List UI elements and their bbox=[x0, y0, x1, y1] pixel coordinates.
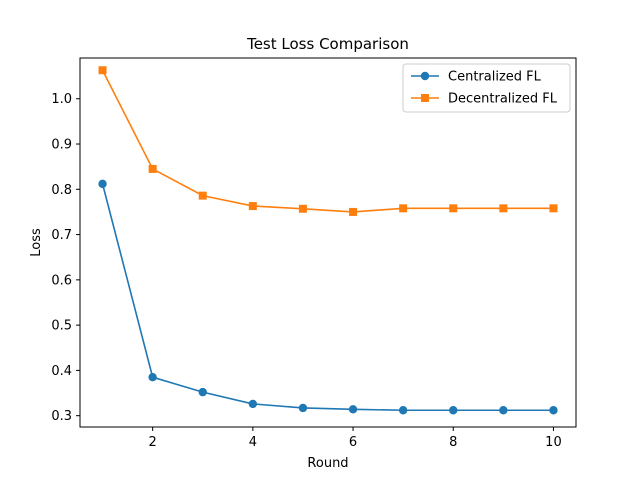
decentralized-fl-point bbox=[399, 204, 408, 213]
centralized-fl-legend-label: Centralized FL bbox=[448, 70, 542, 85]
y-tick-label: 0.9 bbox=[51, 138, 72, 153]
decentralized-fl-legend-marker bbox=[421, 94, 429, 102]
centralized-fl-point bbox=[298, 403, 308, 413]
decentralized-fl-point bbox=[198, 191, 207, 200]
centralized-fl-point bbox=[248, 399, 258, 409]
centralized-fl-point bbox=[549, 406, 558, 415]
decentralized-fl-line bbox=[101, 69, 554, 213]
x-axis-ticks: 2 4 6 8 10 bbox=[149, 427, 562, 450]
centralized-fl-point bbox=[148, 372, 157, 382]
decentralized-fl-point bbox=[499, 204, 508, 213]
centralized-fl-point bbox=[348, 405, 358, 414]
decentralized-fl-point bbox=[549, 204, 558, 213]
y-tick-label: 0.7 bbox=[51, 228, 72, 243]
centralized-fl-point bbox=[98, 179, 107, 189]
x-tick-label: 8 bbox=[449, 435, 457, 450]
centralized-fl-point bbox=[398, 406, 408, 415]
x-tick-label: 10 bbox=[545, 435, 562, 450]
decentralized-fl-point bbox=[148, 164, 157, 173]
y-tick-label: 1.0 bbox=[51, 92, 72, 107]
y-axis-ticks: 0.3 0.4 0.5 0.6 0.7 0.8 0.9 1.0 bbox=[51, 92, 80, 424]
y-tick-label: 0.6 bbox=[51, 273, 72, 288]
plot-marks bbox=[98, 66, 558, 415]
y-tick-label: 0.5 bbox=[51, 319, 72, 334]
decentralized-fl-legend-label: Decentralized FL bbox=[448, 92, 558, 107]
decentralized-fl-point bbox=[349, 207, 358, 216]
decentralized-fl-point bbox=[98, 66, 107, 75]
centralized-fl-point bbox=[449, 406, 458, 415]
y-axis-label: Loss bbox=[29, 228, 44, 257]
y-tick-label: 0.3 bbox=[51, 409, 72, 424]
centralized-fl-line bbox=[101, 183, 554, 412]
x-tick-label: 2 bbox=[149, 435, 157, 450]
x-tick-label: 6 bbox=[349, 435, 357, 450]
decentralized-fl-point bbox=[298, 204, 307, 213]
x-axis-label: Round bbox=[307, 456, 348, 471]
centralized-fl-point bbox=[198, 387, 207, 397]
decentralized-fl-point bbox=[248, 202, 257, 211]
x-tick-label: 4 bbox=[249, 435, 257, 450]
chart-title: Test Loss Comparison bbox=[246, 35, 409, 53]
plot-frame bbox=[79, 57, 577, 428]
y-tick-label: 0.8 bbox=[51, 183, 72, 198]
y-tick-label: 0.4 bbox=[51, 364, 72, 379]
centralized-fl-legend-marker bbox=[420, 71, 430, 81]
legend-box bbox=[402, 63, 571, 113]
decentralized-fl-point bbox=[449, 204, 458, 213]
legend: Centralized FL Decentralized FL bbox=[402, 63, 571, 113]
centralized-fl-point bbox=[499, 406, 508, 415]
